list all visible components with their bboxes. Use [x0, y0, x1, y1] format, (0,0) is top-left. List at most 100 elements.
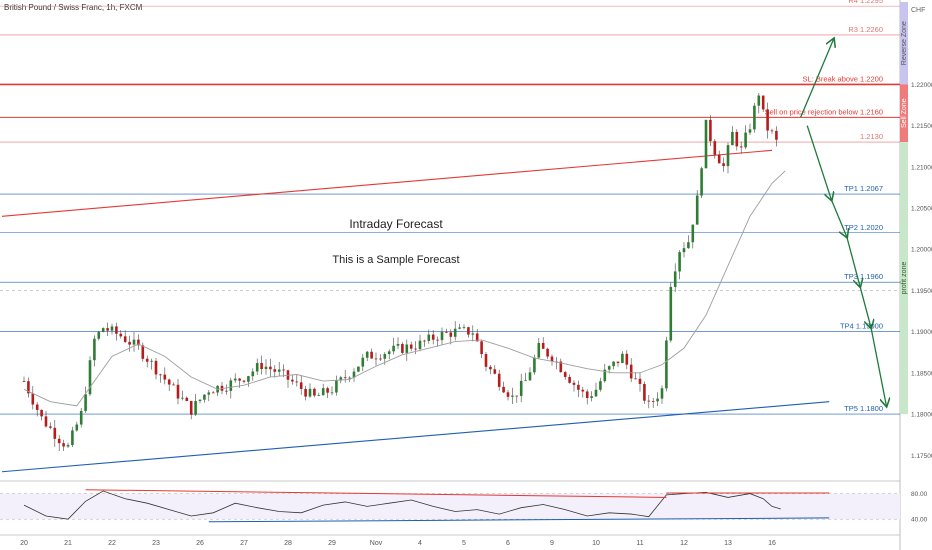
price-series	[23, 170, 786, 407]
candle-body	[603, 369, 607, 382]
forecast-title: Intraday Forecast	[349, 217, 443, 231]
candle-body	[629, 364, 633, 379]
candle-body	[198, 399, 202, 401]
candle-body	[409, 344, 413, 349]
candle-body	[211, 392, 215, 394]
candle-body	[225, 390, 228, 392]
candle-body	[163, 374, 167, 380]
candle-body	[115, 326, 118, 334]
forecast-arrow-0	[800, 39, 834, 118]
zone-label-sell: Sell Zone	[901, 98, 908, 128]
candle-body	[379, 358, 382, 360]
candle-body	[480, 341, 483, 355]
candle-body	[634, 378, 637, 380]
candle-body	[744, 132, 747, 148]
price-axis[interactable]: 1.22000 1.21500 1.21000 1.20500 1.20000 1.195…	[911, 82, 932, 460]
candle-body	[35, 404, 39, 410]
level-label-tp1: TP1 1.2067	[844, 184, 883, 193]
zone-sell	[900, 84, 908, 143]
candle-body	[467, 327, 470, 335]
candle-body	[695, 195, 699, 225]
candle-body	[62, 443, 65, 447]
candle-body	[651, 401, 655, 402]
time-label: 4	[418, 540, 422, 547]
trendline-1	[1, 401, 830, 473]
candle-body	[475, 333, 479, 342]
candle-body	[330, 392, 334, 394]
candle-body	[682, 248, 686, 253]
price-tick-label: 1.21000	[911, 164, 932, 171]
candle-body	[260, 363, 263, 370]
forecast-arrow-3	[846, 236, 860, 286]
candle-body	[709, 119, 712, 142]
level-lines: R4 1.2295 R3 1.2260 SL: Break above 1.2200…	[0, 0, 900, 415]
candle-body	[49, 426, 52, 428]
candle-body	[247, 376, 250, 382]
time-label: 28	[284, 540, 292, 547]
candle-body	[106, 328, 109, 331]
candle-body	[128, 341, 131, 345]
candle-body	[264, 366, 268, 370]
candle-body	[75, 424, 79, 431]
candle-body	[739, 146, 743, 148]
candle-body	[172, 384, 175, 386]
candle-body	[449, 332, 453, 337]
candle-body	[515, 395, 519, 397]
zone-reverse	[900, 2, 908, 85]
candle-body	[308, 388, 312, 397]
level-label-tp4: TP4 1.19000	[840, 322, 883, 331]
candle-body	[484, 354, 488, 367]
time-label: 6	[506, 540, 510, 547]
candle-body	[458, 327, 461, 329]
candle-body	[189, 400, 193, 415]
time-label: Nov	[370, 540, 383, 547]
candle-body	[414, 348, 417, 350]
candle-body	[101, 328, 105, 332]
time-axis[interactable]: 20 21 22 23 26 27 28 29 Nov 4 5 6 9 10 11 12 13 16	[20, 540, 776, 547]
candle-body	[722, 163, 725, 167]
time-label: 23	[152, 540, 160, 547]
candle-body	[299, 382, 303, 389]
candle-body	[326, 388, 329, 393]
candle-body	[431, 334, 435, 340]
time-label: 21	[64, 540, 72, 547]
candle-body	[656, 398, 659, 402]
candle-body	[40, 409, 43, 417]
candle-body	[660, 388, 664, 399]
candle-body	[57, 438, 61, 444]
candle-body	[383, 354, 387, 359]
price-tick-label: 1.21500	[911, 123, 932, 130]
time-label: 27	[240, 540, 248, 547]
candle-body	[185, 397, 189, 401]
level-label-sl: SL: Break above 1.2200	[803, 74, 883, 83]
candle-body	[423, 340, 426, 342]
candlesticks	[22, 92, 778, 452]
candle-body	[348, 377, 351, 379]
candle-body	[665, 340, 668, 389]
price-tick-label: 1.20500	[911, 206, 932, 213]
candle-body	[251, 371, 255, 377]
candle-body	[150, 360, 153, 362]
time-label: 16	[768, 540, 776, 547]
zones-layer: Reverse Zone Sell Zone profit zone	[900, 2, 908, 415]
candle-body	[194, 400, 197, 415]
candle-body	[440, 331, 444, 341]
currency-label: CHF	[911, 7, 925, 14]
candle-body	[735, 131, 739, 147]
candle-body	[691, 224, 695, 243]
time-label: 22	[108, 540, 116, 547]
candle-body	[502, 386, 505, 393]
candle-body	[154, 360, 158, 375]
candle-body	[524, 380, 527, 382]
candle-body	[436, 339, 439, 341]
candle-body	[282, 369, 285, 371]
trendlines	[1, 149, 830, 473]
candle-body	[581, 389, 585, 392]
zone-profit	[900, 142, 908, 415]
candle-body	[27, 381, 30, 394]
candle-body	[471, 333, 475, 335]
price-tick-label: 1.18500	[911, 370, 932, 377]
candle-body	[343, 377, 347, 379]
